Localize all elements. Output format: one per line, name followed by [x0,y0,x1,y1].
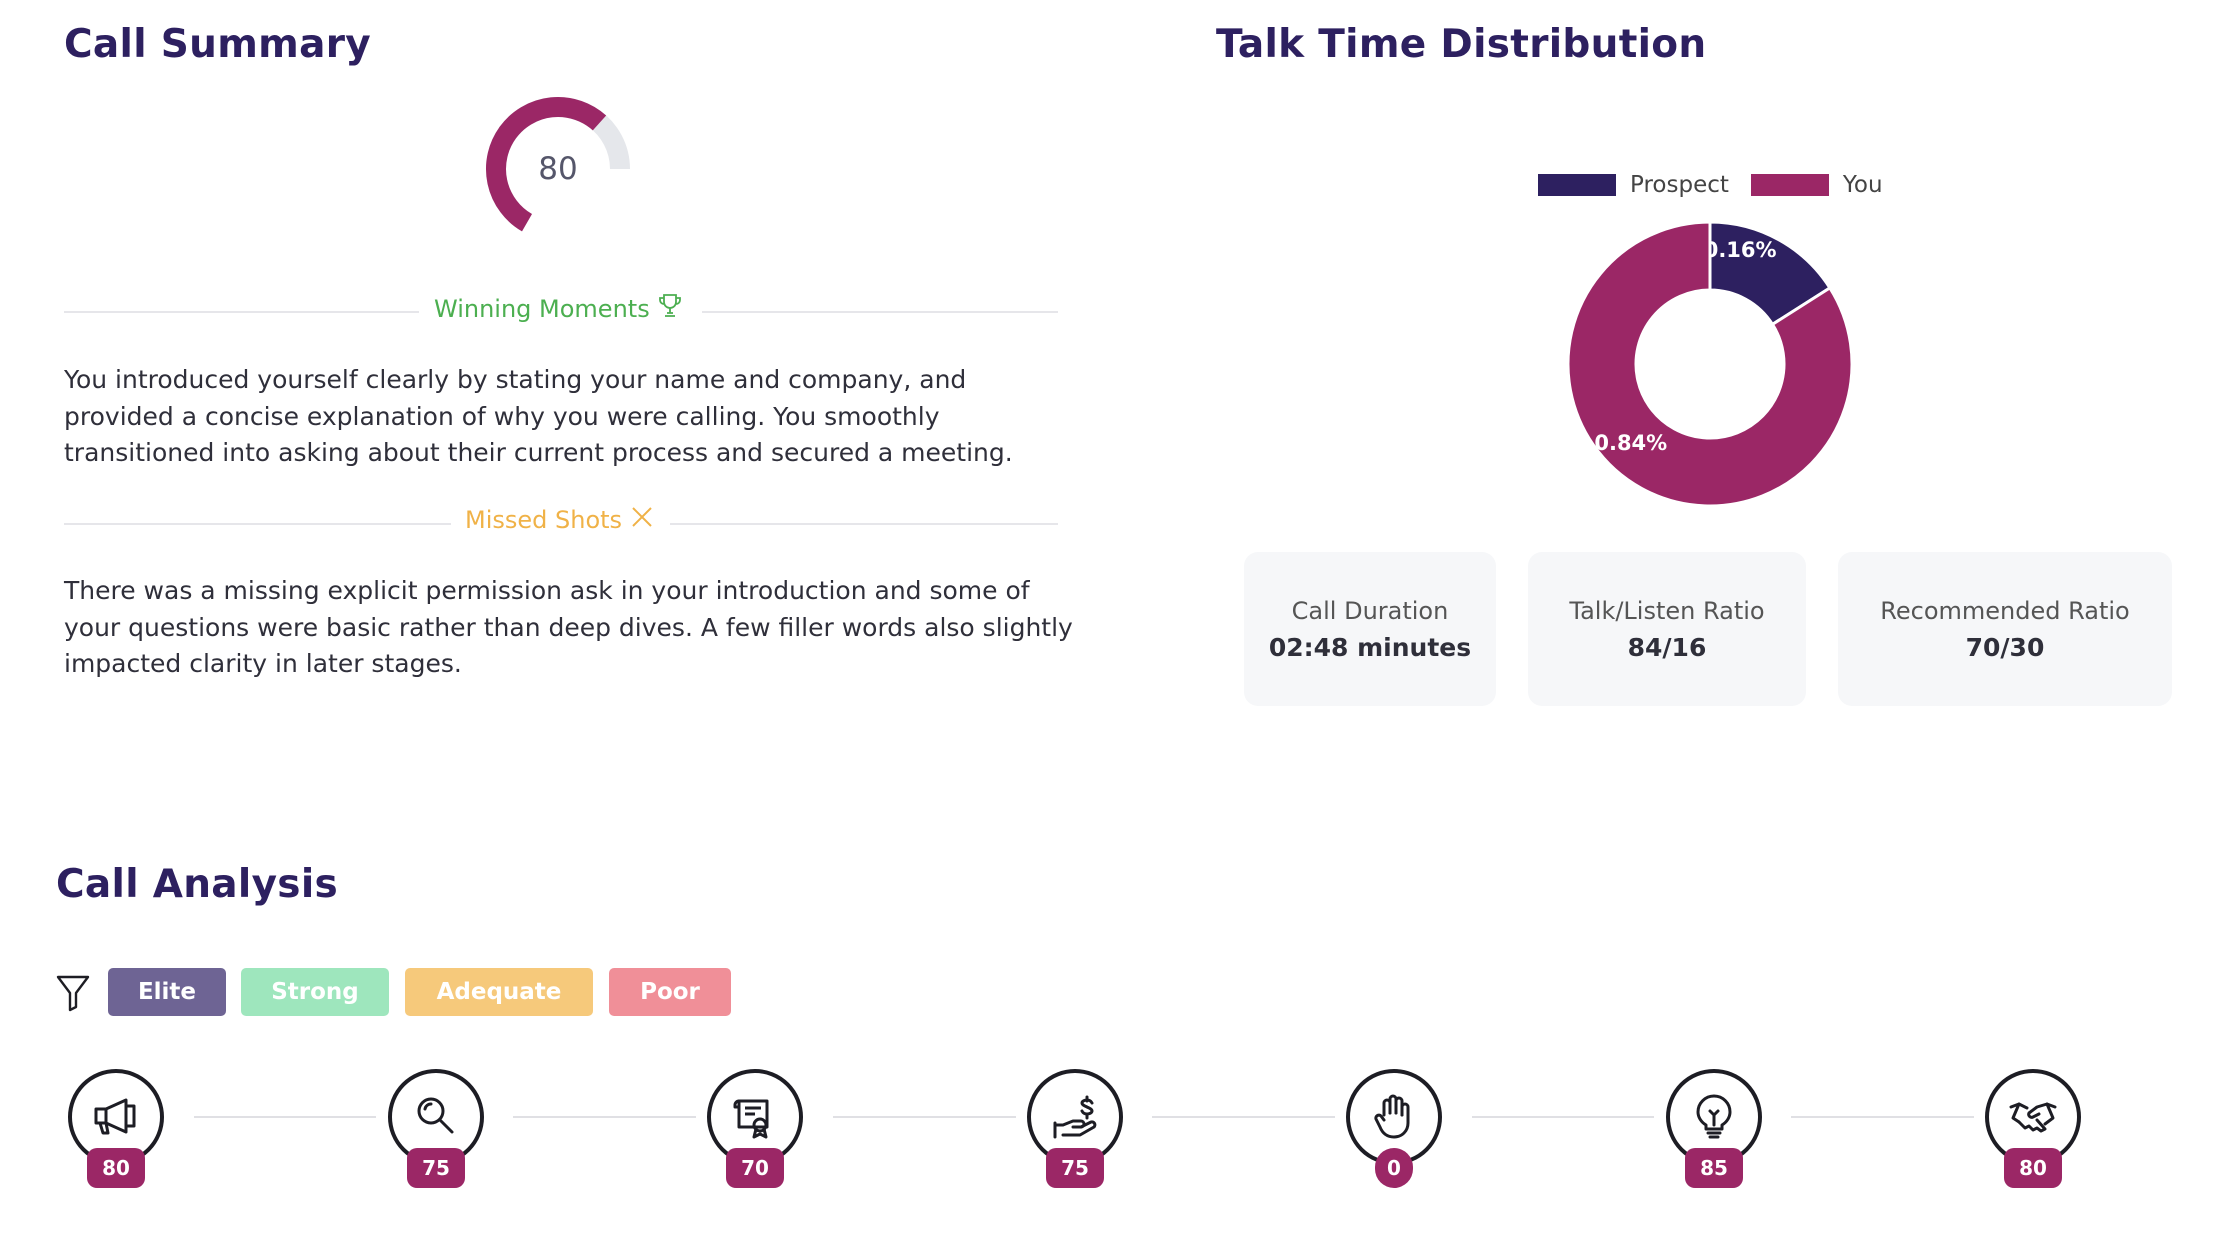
stage-score-badge-7: 80 [2004,1148,2062,1188]
stage-connector [1791,1116,1974,1118]
stage-connector [513,1116,696,1118]
winning-divider-right [702,311,1058,313]
call-summary-title: Call Summary [64,22,371,67]
stage-score-badge-6: 85 [1685,1148,1743,1188]
filter-chip-strong[interactable]: Strong [241,968,389,1016]
missed-shots-text: There was a missing explicit permission … [64,576,1073,678]
score-value: 80 [538,151,577,187]
stage-connector [833,1116,1016,1118]
presentation-icon [733,1099,769,1139]
score-gauge-svg: 80 [486,97,630,232]
stat-label-talk-listen-ratio: Talk/Listen Ratio [1569,596,1765,625]
talk-time-legend: Prospect You [1538,172,1905,198]
stat-label-recommended-ratio: Recommended Ratio [1880,596,2130,625]
hand-stop-icon [1374,1094,1410,1139]
stat-card-call-duration: Call Duration 02:48 minutes [1244,552,1496,706]
winning-divider-left [64,311,419,313]
winning-moments-header: Winning Moments [434,293,682,325]
talk-time-donut-chart: 0.16% 0.84% [1560,214,1860,514]
stage-score-badge-4: 75 [1046,1148,1104,1188]
stage-connector [1472,1116,1654,1118]
handshake-icon [2009,1102,2057,1133]
stat-value-talk-listen-ratio: 84/16 [1627,632,1707,662]
stage-score-badge-5: 0 [1375,1148,1413,1188]
donut-label-prospect: 0.16% [1704,238,1777,262]
hand-money-icon [1053,1095,1097,1139]
legend-swatch-prospect [1538,174,1616,196]
donut-slice-you[interactable] [1566,220,1854,508]
score-gauge: 80 [483,94,633,244]
stage-score-badge-3: 70 [726,1148,784,1188]
magnifier-icon [417,1097,454,1134]
stat-value-recommended-ratio: 70/30 [1965,632,2045,662]
legend-item-prospect[interactable]: Prospect [1538,172,1729,198]
stage-score-badge-2: 75 [407,1148,465,1188]
donut-label-you: 0.84% [1594,431,1667,455]
missed-divider-left [64,523,451,525]
stage-connector [194,1116,376,1118]
missed-shots-label: Missed Shots [465,506,623,534]
legend-label-prospect: Prospect [1630,172,1729,198]
filter-chip-adequate[interactable]: Adequate [405,968,593,1016]
winning-moments-text: You introduced yourself clearly by stati… [64,365,1013,467]
stat-card-talk-listen-ratio: Talk/Listen Ratio 84/16 [1528,552,1806,706]
stat-value-call-duration: 02:48 minutes [1268,632,1472,662]
talk-time-title: Talk Time Distribution [1216,22,1707,67]
close-x-icon [630,505,654,535]
filter-chip-elite[interactable]: Elite [108,968,226,1016]
legend-label-you: You [1842,172,1883,198]
winning-moments-label: Winning Moments [434,295,650,323]
gauge-fill [486,97,607,232]
missed-shots-header: Missed Shots [465,505,654,535]
filter-chip-poor[interactable]: Poor [609,968,731,1016]
trophy-icon [658,293,682,325]
lightbulb-icon [1696,1094,1732,1139]
legend-swatch-you [1750,174,1829,196]
legend-item-you[interactable]: You [1750,172,1883,198]
talk-time-donut-svg: 0.16% 0.84% [1566,220,1854,508]
stat-card-recommended-ratio: Recommended Ratio 70/30 [1838,552,2172,706]
filter-icon[interactable] [56,974,90,1012]
stat-label-call-duration: Call Duration [1291,596,1449,625]
stage-score-badge-1: 80 [87,1148,145,1188]
megaphone-icon [94,1098,136,1135]
stage-connector [1152,1116,1335,1118]
call-analysis-title: Call Analysis [56,862,339,907]
missed-divider-right [670,523,1058,525]
